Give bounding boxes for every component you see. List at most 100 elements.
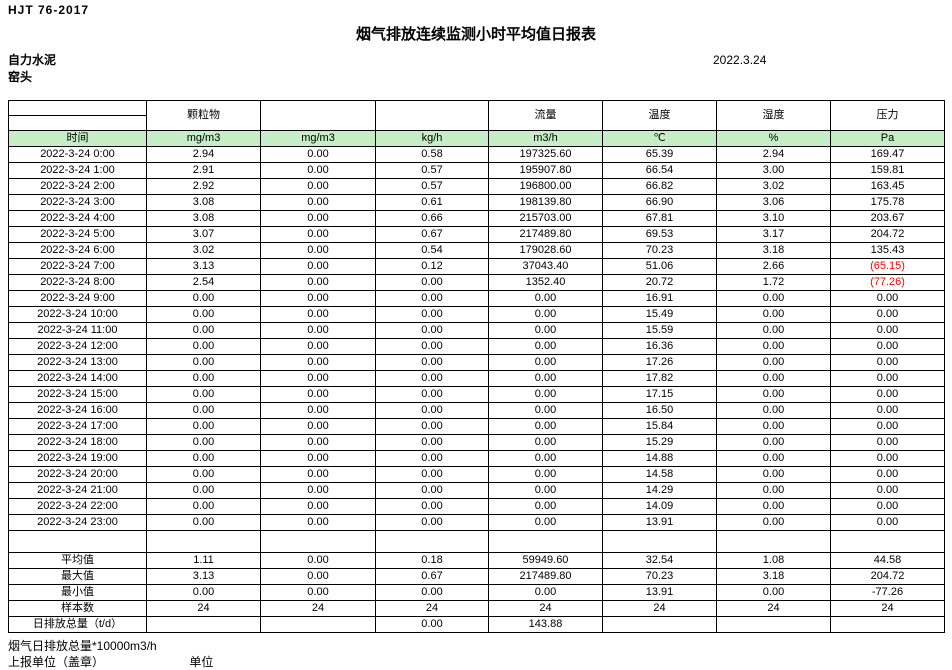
value-cell: 70.23 [602,568,717,585]
value-cell: 3.08 [146,194,261,211]
value-cell: 69.53 [602,226,717,243]
table-row: 2022-3-24 12:00 0.00 0.00 0.00 0.00 16.36 0.00… [8,338,945,355]
value-cell: 1352.40 [488,274,603,291]
table-row: 2022-3-24 4:00 3.08 0.00 0.66 215703.00 67.81… [8,210,945,227]
value-cell: 0.00 [830,450,945,467]
time-cell: 2022-3-24 4:00 [8,210,147,227]
table-row: 2022-3-24 14:00 0.00 0.00 0.00 0.00 17.82 0.00… [8,370,945,387]
table-row: 2022-3-24 8:00 2.54 0.00 0.00 1352.40 20.72 1.… [8,274,945,291]
table-row: 2022-3-24 15:00 0.00 0.00 0.00 0.00 17.15 0.00… [8,386,945,403]
value-cell: 0.00 [260,290,376,307]
value-cell: 195907.80 [488,162,603,179]
time-cell: 2022-3-24 9:00 [8,290,147,307]
value-cell: 0.00 [716,498,831,515]
company-name: 自力水泥 [8,53,57,67]
value-cell: 65.39 [602,146,717,163]
value-cell [146,530,261,553]
summary-row: 最大值 3.13 0.00 0.67 217489.80 70.23 3.18 204.72 [8,568,945,585]
value-cell: 217489.80 [488,568,603,585]
table-row: 2022-3-24 6:00 3.02 0.00 0.54 179028.60 70.23… [8,242,945,259]
table-row: 2022-3-24 13:00 0.00 0.00 0.00 0.00 17.26 0.00… [8,354,945,371]
value-cell [260,530,376,553]
value-cell: 0.00 [260,386,376,403]
value-cell: 0.00 [146,514,261,531]
time-cell: 2022-3-24 0:00 [8,146,147,163]
value-cell: 0.00 [375,418,489,435]
value-cell: 0.00 [375,290,489,307]
value-cell: 0.00 [716,514,831,531]
time-cell: 2022-3-24 15:00 [8,386,147,403]
summary-row: 平均值 1.11 0.00 0.18 59949.60 32.54 1.08 44.58 [8,552,945,569]
value-cell: 0.00 [375,498,489,515]
value-cell: 163.45 [830,178,945,195]
table-row: 2022-3-24 16:00 0.00 0.00 0.00 0.00 16.50 0.00… [8,402,945,419]
value-cell: 16.36 [602,338,717,355]
value-cell: 0.00 [830,466,945,483]
value-cell: 0.00 [146,306,261,323]
station-name: 窑头 [8,70,33,84]
value-cell: 67.81 [602,210,717,227]
value-cell: 0.00 [375,514,489,531]
value-cell: 0.00 [375,386,489,403]
value-cell: 0.00 [146,450,261,467]
value-cell: 66.54 [602,162,717,179]
value-cell: 0.00 [375,434,489,451]
footer-note: 烟气日排放总量*10000m3/h [8,639,157,653]
value-cell: 2.94 [146,146,261,163]
value-cell: 2.91 [146,162,261,179]
value-cell: 15.84 [602,418,717,435]
value-cell: 0.00 [260,322,376,339]
value-cell: 32.54 [602,552,717,569]
value-cell: 0.00 [716,584,831,601]
value-cell: 3.18 [716,242,831,259]
table-row: 2022-3-24 0:00 2.94 0.00 0.58 197325.60 65.39… [8,146,945,163]
header-empty-top-cell [8,100,147,116]
value-cell: 59949.60 [488,552,603,569]
value-cell: 0.00 [830,514,945,531]
header-temperature: 温度 [602,100,717,131]
value-cell: 0.00 [260,210,376,227]
value-cell: 0.00 [375,482,489,499]
value-cell: 0.00 [375,338,489,355]
value-cell: 0.00 [260,242,376,259]
value-cell: 0.00 [488,290,603,307]
value-cell: 0.00 [716,338,831,355]
value-cell: 0.66 [375,210,489,227]
value-cell: 14.58 [602,466,717,483]
value-cell: 2.94 [716,146,831,163]
table-row: 2022-3-24 18:00 0.00 0.00 0.00 0.00 15.29 0.00… [8,434,945,451]
value-cell: 0.00 [260,498,376,515]
doc-code: HJT 76-2017 [8,3,90,17]
report-unit-label: 上报单位（盖章） [8,655,105,669]
value-cell: 16.50 [602,402,717,419]
value-cell: 0.00 [260,162,376,179]
value-cell: 0.00 [260,306,376,323]
time-cell: 2022-3-24 6:00 [8,242,147,259]
value-cell: 215703.00 [488,210,603,227]
value-cell: 0.00 [375,616,489,633]
value-cell [260,616,376,633]
value-cell: 0.67 [375,568,489,585]
value-cell [602,530,717,553]
value-cell: 20.72 [602,274,717,291]
time-cell: 2022-3-24 21:00 [8,482,147,499]
value-cell: 0.54 [375,242,489,259]
value-cell: 0.00 [830,386,945,403]
table-row: 2022-3-24 5:00 3.07 0.00 0.67 217489.80 69.53… [8,226,945,243]
value-cell: 169.47 [830,146,945,163]
table-row: 2022-3-24 11:00 0.00 0.00 0.00 0.00 15.59 0.00… [8,322,945,339]
header-particulate: 颗粒物 [146,100,261,131]
value-cell: 24 [375,600,489,617]
unit-mg-m3-1: mg/m3 [146,130,261,147]
header-blank-2 [375,100,489,131]
header-humidity: 湿度 [716,100,831,131]
summary-label-cell: 最大值 [8,568,147,585]
value-cell: 0.00 [375,584,489,601]
value-cell: 24 [488,600,603,617]
value-cell: 0.00 [830,338,945,355]
value-cell: 0.00 [488,434,603,451]
time-cell: 2022-3-24 12:00 [8,338,147,355]
value-cell: 0.00 [716,434,831,451]
value-cell: 0.00 [488,370,603,387]
value-cell: 3.18 [716,568,831,585]
